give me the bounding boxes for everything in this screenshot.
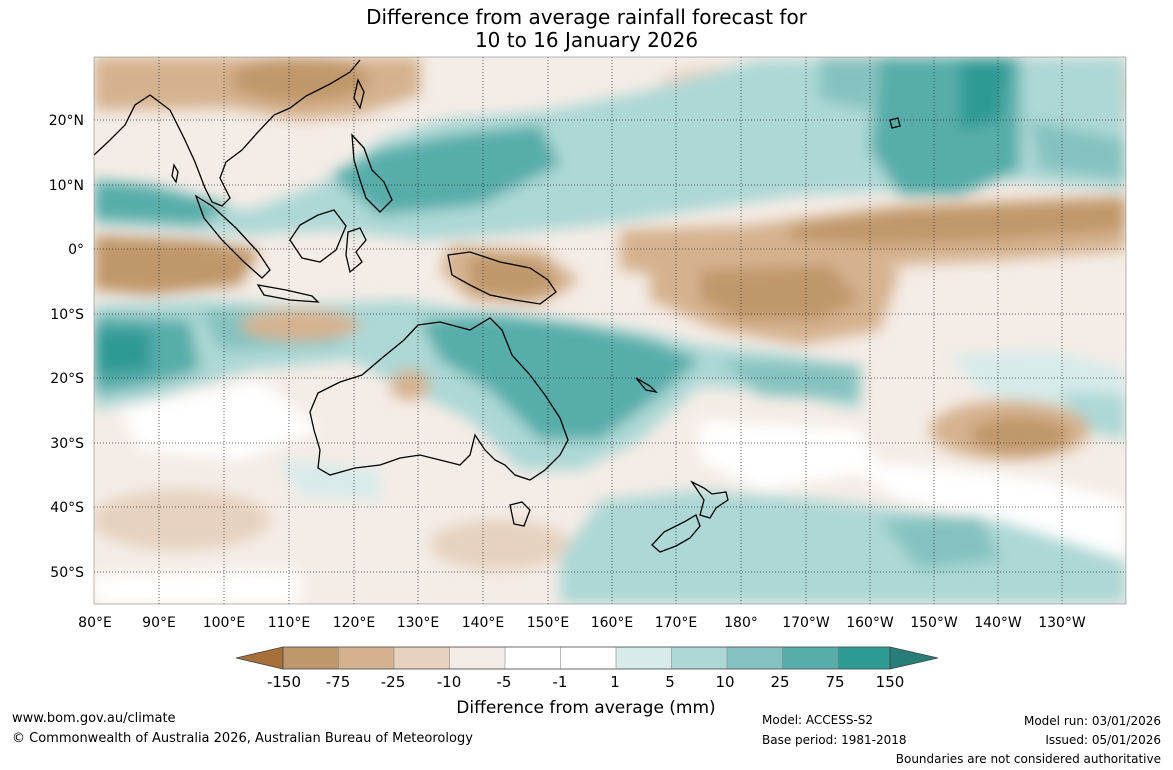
colorbar-swatch <box>616 647 672 669</box>
lon-label: 160°E <box>591 615 634 631</box>
lat-labels: 20°N 10°N 0° 10°S 20°S 30°S 40°S 50°S <box>49 113 84 581</box>
lat-label: 10°S <box>50 307 84 323</box>
lon-label: 130°W <box>1038 615 1086 631</box>
lon-label: 170°W <box>782 615 830 631</box>
colorbar-tick-label: 150 <box>876 673 905 691</box>
footer-copyright: © Commonwealth of Australia 2026, Austra… <box>12 731 473 746</box>
colorbar-swatch <box>283 647 339 669</box>
coast-sulawesi <box>345 227 367 274</box>
lon-label: 130°E <box>397 615 440 631</box>
coast-java <box>256 284 320 303</box>
coast-taiwan <box>353 78 365 110</box>
colorbar-tick-label: 1 <box>610 673 620 691</box>
lon-label: 110°E <box>268 615 311 631</box>
map-frame <box>93 56 1127 605</box>
colorbar-tick-label: -5 <box>497 673 512 691</box>
footer-url: www.bom.gov.au/climate <box>12 711 176 726</box>
lon-label: 150°W <box>910 615 958 631</box>
colorbar-tick-label: -10 <box>437 673 462 691</box>
lon-label: 90°E <box>142 615 176 631</box>
lat-gridlines <box>94 119 1126 573</box>
colorbar-tick-label: -25 <box>381 673 406 691</box>
lon-label: 150°E <box>527 615 570 631</box>
footer-disclaimer: Boundaries are not considered authoritat… <box>895 752 1161 766</box>
coast-nz-north <box>690 480 729 519</box>
colorbar-low-arrow <box>235 646 284 670</box>
lat-label: 40°S <box>50 500 84 516</box>
lon-label: 80°E <box>78 615 112 631</box>
lon-label: 180° <box>724 615 758 631</box>
colorbar-tick-label: -150 <box>267 673 301 691</box>
colorbar-swatch <box>394 647 450 669</box>
lon-label: 170°E <box>655 615 698 631</box>
footer-base-period: Base period: 1981-2018 <box>762 733 907 747</box>
map-title-line1: Difference from average rainfall forecas… <box>366 5 807 29</box>
colorbar-tick-label: -1 <box>553 673 568 691</box>
coast-borneo <box>289 209 347 263</box>
coast-sri-lanka <box>171 163 179 184</box>
colorbar-tick-label: 75 <box>825 673 844 691</box>
colorbar-swatch <box>727 647 783 669</box>
colorbar-swatch <box>449 647 505 669</box>
coast-hawaii <box>889 117 901 129</box>
coast-australia <box>309 317 569 481</box>
footer-model-run: Model run: 03/01/2026 <box>1023 714 1161 728</box>
colorbar-swatch <box>560 647 616 669</box>
lon-labels: 80°E 90°E 100°E 110°E 120°E 130°E 140°E … <box>78 615 1086 631</box>
lon-label: 120°E <box>333 615 376 631</box>
coast-philippines <box>351 133 393 213</box>
colorbar-tick-label: 5 <box>665 673 675 691</box>
coast-tasmania <box>509 501 531 527</box>
rainfall-anomaly-field <box>94 57 1126 604</box>
colorbar-swatch <box>671 647 727 669</box>
lon-gridlines <box>158 57 1063 604</box>
lon-label: 100°E <box>203 615 246 631</box>
coast-nz-south <box>651 514 701 553</box>
lat-label: 30°S <box>50 436 84 452</box>
colorbar-tick-label: 25 <box>770 673 789 691</box>
lat-label: 50°S <box>50 565 84 581</box>
footer-issued: Issued: 05/01/2026 <box>1045 733 1161 747</box>
lat-label: 10°N <box>49 178 84 194</box>
map-title-line2: 10 to 16 January 2026 <box>474 28 699 52</box>
lat-label: 20°S <box>50 371 84 387</box>
colorbar: -150 -75 -25 -10 -5 -1 1 5 10 25 75 150 … <box>235 646 939 718</box>
colorbar-title: Difference from average (mm) <box>456 698 715 718</box>
coast-new-guinea <box>447 251 557 305</box>
coast-new-caledonia <box>635 377 658 394</box>
colorbar-tick-label: -75 <box>326 673 351 691</box>
colorbar-swatch <box>338 647 394 669</box>
colorbar-swatch <box>505 647 561 669</box>
colorbar-high-arrow <box>889 646 939 670</box>
colorbar-tick-label: 10 <box>715 673 734 691</box>
lon-label: 160°W <box>846 615 894 631</box>
lat-label: 0° <box>68 242 84 258</box>
coast-sumatra <box>194 194 271 279</box>
lon-label: 140°E <box>462 615 505 631</box>
coast-asia-mainland <box>94 59 361 207</box>
lon-label: 140°W <box>974 615 1022 631</box>
colorbar-swatch <box>782 647 838 669</box>
colorbar-swatch <box>838 647 890 669</box>
coastlines <box>94 59 901 553</box>
lat-label: 20°N <box>49 113 84 129</box>
footer-model: Model: ACCESS-S2 <box>762 713 874 727</box>
